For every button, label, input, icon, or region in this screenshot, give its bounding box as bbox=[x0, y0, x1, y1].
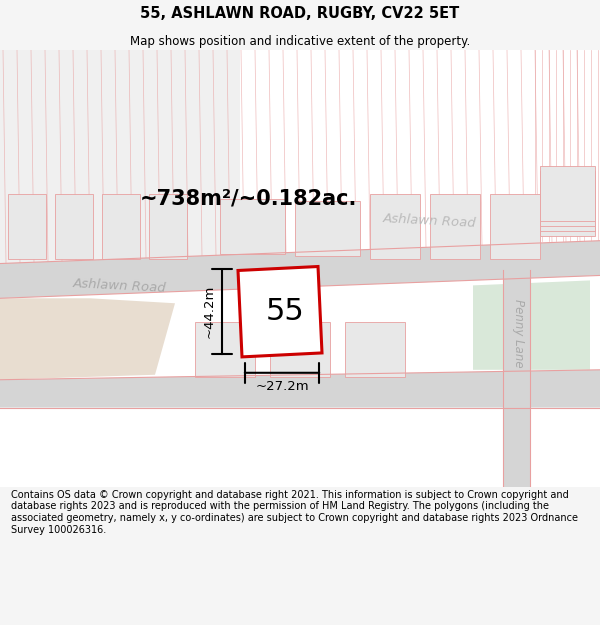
Text: 55, ASHLAWN ROAD, RUGBY, CV22 5ET: 55, ASHLAWN ROAD, RUGBY, CV22 5ET bbox=[140, 6, 460, 21]
Bar bbox=[0, 50, 240, 264]
Bar bbox=[149, 194, 187, 259]
Text: Map shows position and indicative extent of the property.: Map shows position and indicative extent… bbox=[130, 34, 470, 48]
Bar bbox=[503, 271, 530, 487]
Polygon shape bbox=[473, 281, 590, 370]
Bar bbox=[55, 194, 93, 259]
Polygon shape bbox=[0, 241, 600, 298]
Text: ~44.2m: ~44.2m bbox=[203, 285, 215, 338]
Text: ~27.2m: ~27.2m bbox=[255, 380, 309, 393]
Bar bbox=[430, 194, 480, 259]
Text: Penny Lane: Penny Lane bbox=[512, 299, 525, 368]
Text: Ashlawn Road: Ashlawn Road bbox=[383, 212, 477, 230]
Bar bbox=[540, 181, 595, 236]
Text: ~738m²/~0.182ac.: ~738m²/~0.182ac. bbox=[139, 189, 356, 209]
Polygon shape bbox=[238, 266, 322, 357]
Bar bbox=[540, 171, 595, 226]
Text: Ashlawn Road: Ashlawn Road bbox=[73, 277, 167, 295]
Polygon shape bbox=[0, 298, 175, 380]
Bar bbox=[295, 201, 360, 256]
Bar bbox=[540, 176, 595, 231]
Bar bbox=[220, 199, 285, 254]
Bar bbox=[540, 166, 595, 221]
Bar bbox=[8, 194, 46, 259]
Bar bbox=[102, 194, 140, 259]
Text: 55: 55 bbox=[266, 298, 304, 326]
Bar bbox=[345, 322, 405, 377]
Bar bbox=[195, 322, 255, 377]
Text: Contains OS data © Crown copyright and database right 2021. This information is : Contains OS data © Crown copyright and d… bbox=[11, 490, 578, 534]
Bar bbox=[370, 194, 420, 259]
Polygon shape bbox=[0, 370, 600, 408]
Bar bbox=[270, 322, 330, 377]
Bar bbox=[490, 194, 540, 259]
